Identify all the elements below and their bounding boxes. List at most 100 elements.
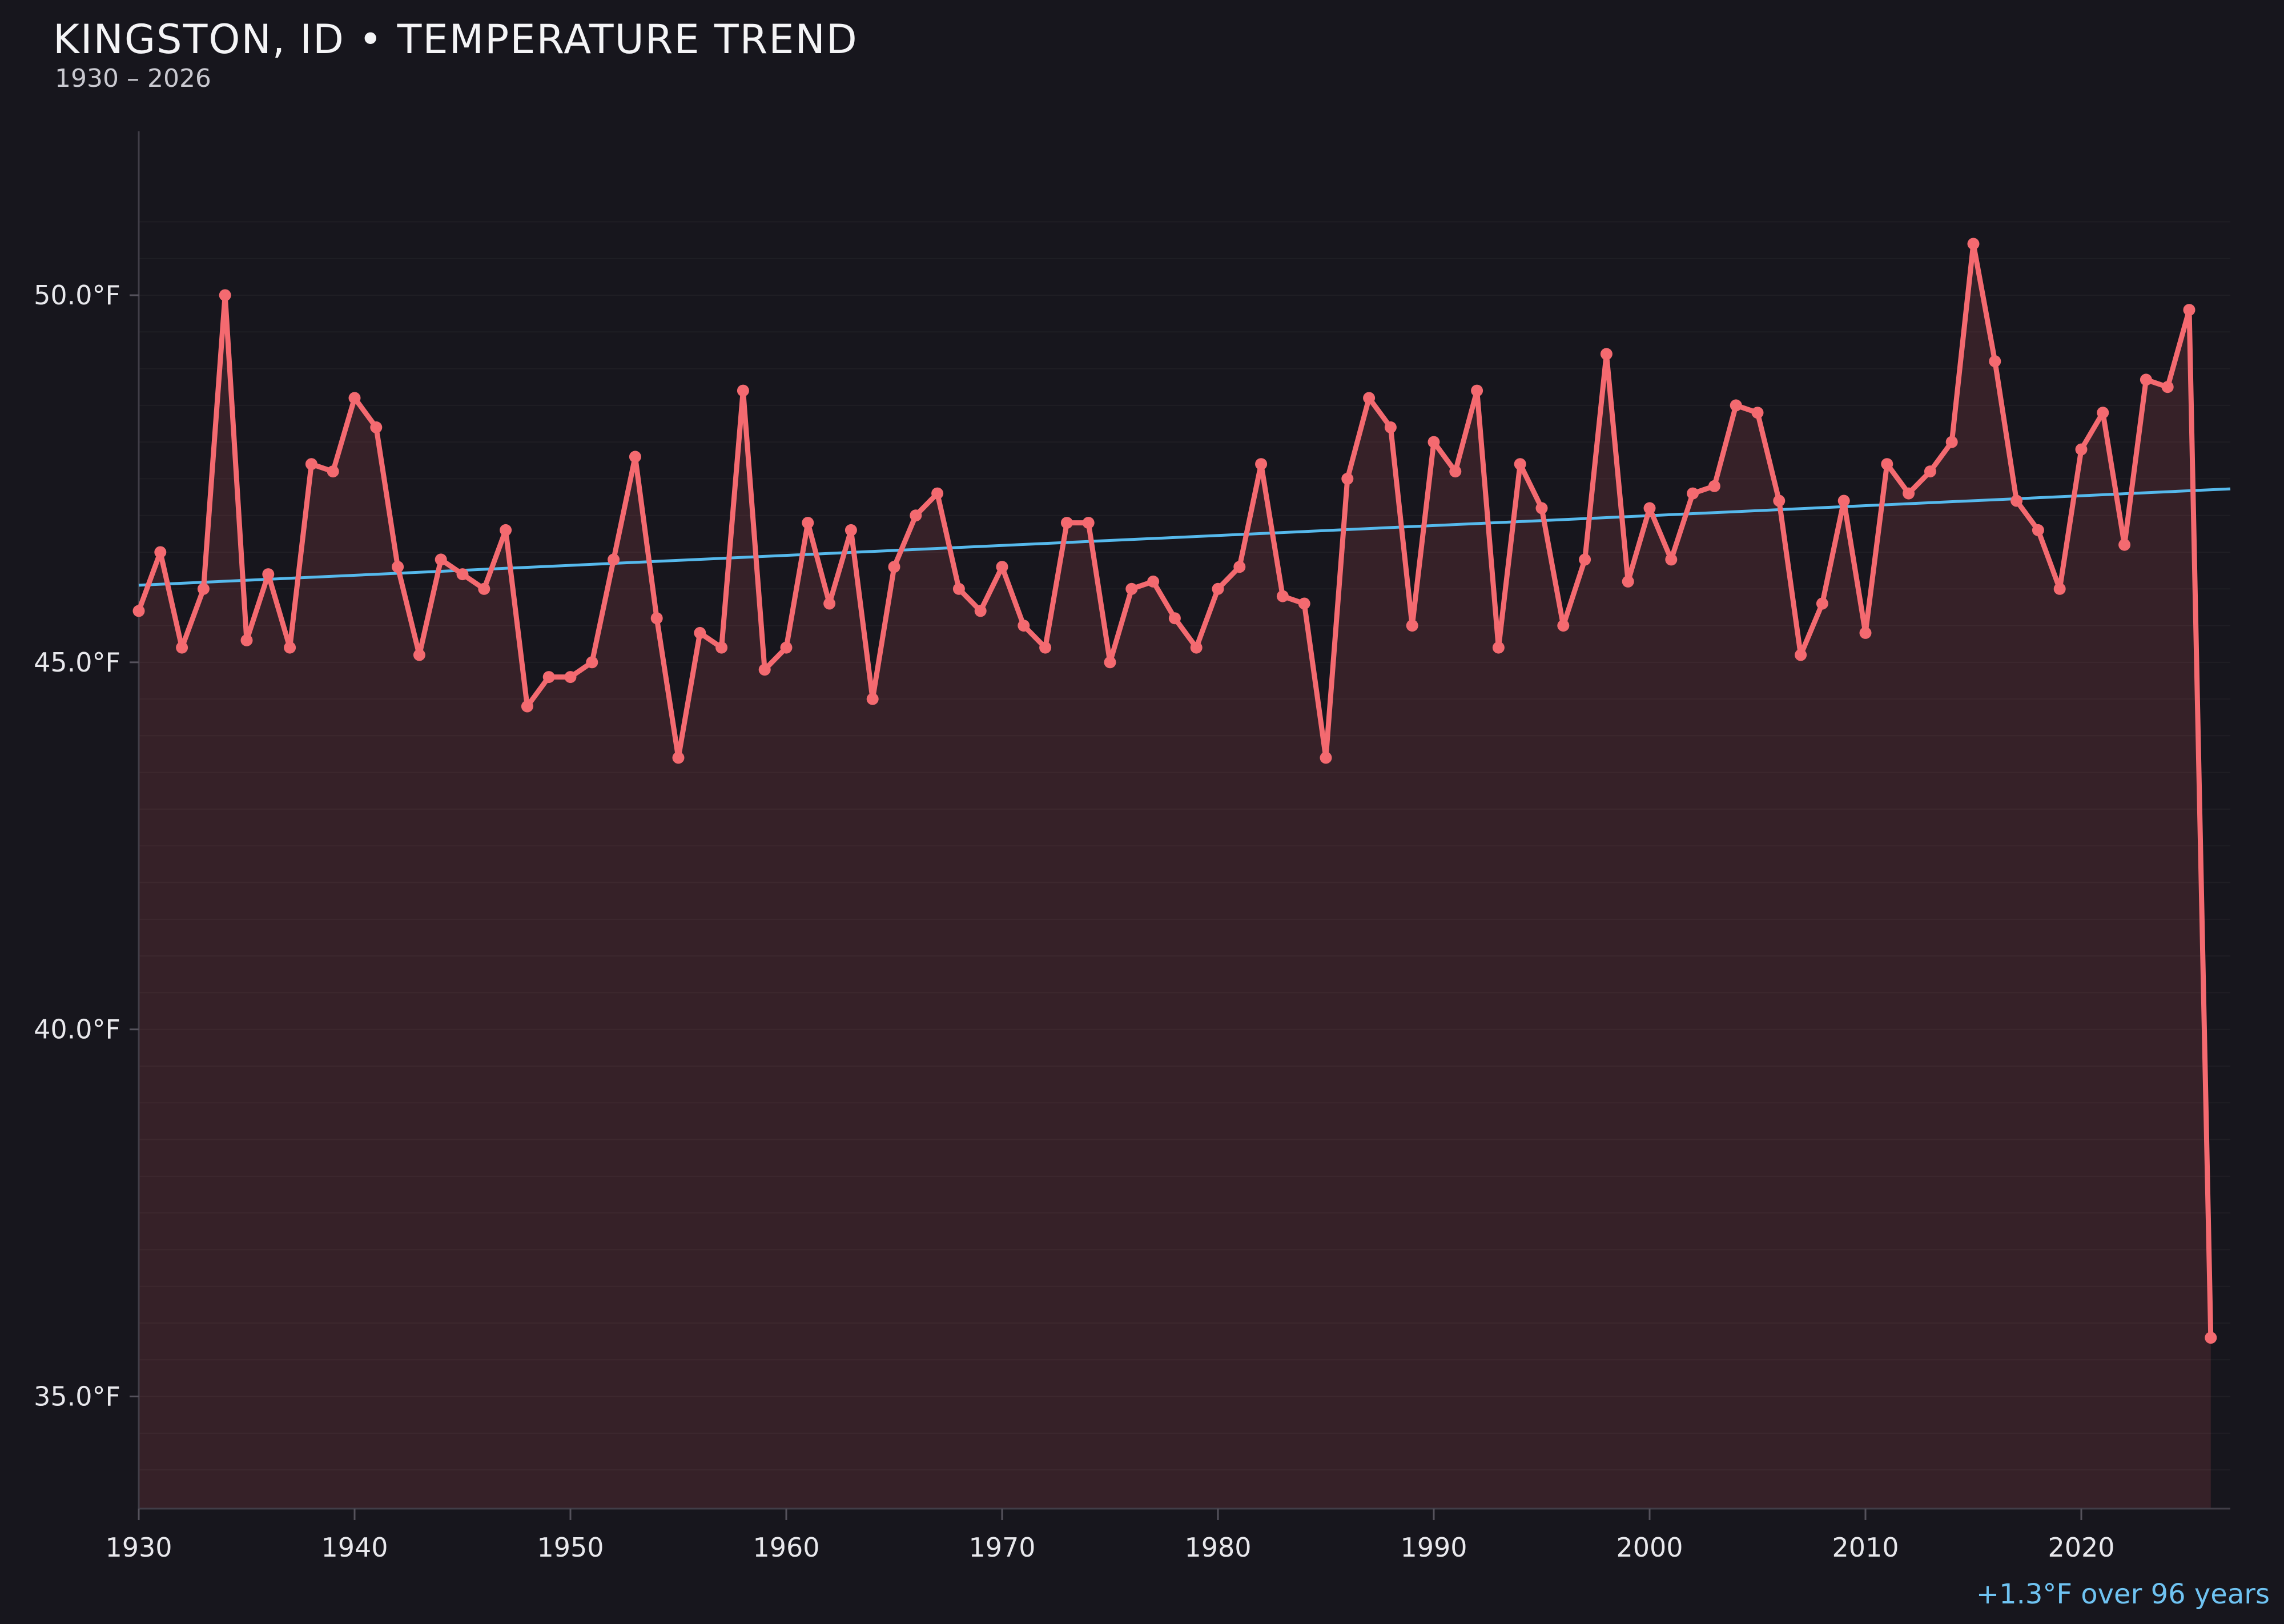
data-point-1974 — [1082, 517, 1095, 529]
data-point-1935 — [240, 634, 253, 646]
data-point-1983 — [1276, 590, 1289, 602]
data-point-1996 — [1557, 620, 1570, 632]
y-tick-label: 35.0°F — [34, 1381, 120, 1412]
data-point-1936 — [262, 568, 275, 581]
data-point-1950 — [564, 671, 577, 684]
data-point-1953 — [629, 451, 641, 463]
x-tick-label: 1990 — [1400, 1532, 1467, 1563]
x-tick-label: 2010 — [1832, 1532, 1899, 1563]
data-point-2008 — [1816, 597, 1828, 610]
data-point-1976 — [1125, 582, 1138, 595]
page-subtitle: 1930 – 2026 — [55, 64, 211, 93]
data-point-2011 — [1881, 458, 1893, 471]
data-point-1978 — [1168, 612, 1181, 625]
data-point-1946 — [478, 582, 490, 595]
data-point-2019 — [2053, 582, 2066, 595]
data-point-1991 — [1449, 465, 1462, 478]
data-point-1932 — [176, 641, 188, 654]
y-tick-label: 40.0°F — [34, 1014, 120, 1045]
x-tick-label: 1980 — [1184, 1532, 1251, 1563]
data-point-1986 — [1341, 472, 1354, 485]
data-point-2026 — [2205, 1332, 2217, 1344]
data-point-2006 — [1773, 495, 1786, 507]
data-point-1967 — [931, 487, 944, 500]
data-point-1948 — [521, 700, 533, 713]
data-point-1955 — [672, 751, 685, 764]
data-point-1990 — [1427, 436, 1440, 448]
data-point-1977 — [1147, 575, 1160, 588]
data-point-1939 — [327, 465, 339, 478]
data-point-1979 — [1190, 641, 1203, 654]
data-point-2016 — [1989, 355, 2001, 368]
area-fill — [139, 244, 2211, 1509]
x-tick-label: 2000 — [1616, 1532, 1683, 1563]
page-title: KINGSTON, ID • TEMPERATURE TREND — [53, 16, 858, 63]
data-point-1970 — [996, 561, 1008, 573]
data-point-1947 — [500, 524, 512, 536]
data-point-1975 — [1104, 656, 1116, 669]
data-point-1930 — [132, 605, 145, 617]
data-point-1959 — [758, 664, 771, 676]
data-point-1941 — [370, 421, 383, 433]
data-point-2003 — [1708, 480, 1720, 492]
data-point-2012 — [1903, 487, 1915, 500]
data-point-1994 — [1514, 458, 1526, 471]
data-point-2013 — [1924, 465, 1936, 478]
data-point-1952 — [608, 553, 620, 566]
data-point-1951 — [586, 656, 598, 669]
data-point-2022 — [2118, 538, 2131, 551]
data-point-2023 — [2140, 373, 2152, 386]
x-tick-label: 1960 — [753, 1532, 819, 1563]
data-point-2009 — [1837, 495, 1850, 507]
data-point-1964 — [866, 693, 879, 705]
data-point-1943 — [413, 649, 425, 661]
data-point-1968 — [952, 582, 965, 595]
y-tick-label: 45.0°F — [34, 647, 120, 678]
data-point-1963 — [845, 524, 857, 536]
data-point-1934 — [219, 289, 231, 302]
data-point-1965 — [888, 561, 900, 573]
data-point-1956 — [694, 626, 706, 639]
data-point-1984 — [1298, 597, 1310, 610]
data-point-1995 — [1535, 502, 1548, 514]
x-tick-label: 1930 — [105, 1532, 172, 1563]
data-point-1987 — [1363, 392, 1376, 404]
data-point-1980 — [1212, 582, 1224, 595]
data-point-1944 — [435, 553, 447, 566]
data-point-1942 — [392, 561, 404, 573]
data-point-2005 — [1751, 407, 1764, 419]
data-point-2001 — [1665, 553, 1678, 566]
data-point-2014 — [1945, 436, 1958, 448]
x-tick-label: 1950 — [537, 1532, 604, 1563]
data-point-1954 — [650, 612, 663, 625]
data-point-1972 — [1039, 641, 1052, 654]
data-point-2024 — [2161, 381, 2174, 393]
data-point-1992 — [1471, 384, 1483, 397]
y-tick-label: 50.0°F — [34, 280, 120, 311]
data-point-1945 — [456, 568, 469, 581]
data-point-1962 — [823, 597, 836, 610]
data-point-1949 — [542, 671, 555, 684]
data-point-1981 — [1233, 561, 1246, 573]
data-point-2002 — [1687, 487, 1699, 500]
data-point-1993 — [1492, 641, 1505, 654]
data-point-1940 — [348, 392, 361, 404]
data-point-1957 — [715, 641, 728, 654]
data-point-1973 — [1060, 517, 1073, 529]
data-point-1988 — [1384, 421, 1397, 433]
data-point-1933 — [197, 582, 210, 595]
data-point-1938 — [305, 458, 317, 471]
data-point-1961 — [802, 517, 814, 529]
data-point-2000 — [1643, 502, 1656, 514]
x-tick-label: 2020 — [2048, 1532, 2114, 1563]
x-tick-label: 1940 — [321, 1532, 388, 1563]
data-point-1997 — [1579, 553, 1591, 566]
x-tick-label: 1970 — [968, 1532, 1035, 1563]
data-point-1966 — [910, 509, 922, 522]
data-point-1960 — [780, 641, 793, 654]
data-point-1937 — [284, 641, 296, 654]
data-point-2017 — [2010, 495, 2023, 507]
data-point-2015 — [1967, 238, 1980, 250]
